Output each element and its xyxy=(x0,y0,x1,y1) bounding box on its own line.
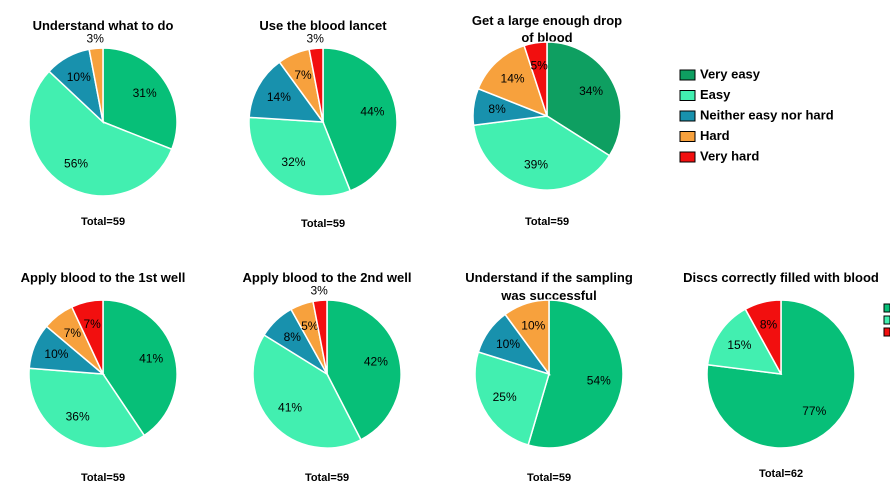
chart-title: of blood xyxy=(521,30,572,45)
slice-label: 8% xyxy=(760,317,778,331)
slice-label: 42% xyxy=(364,354,388,368)
slice-label: 15% xyxy=(727,338,751,352)
legend-swatch xyxy=(679,69,696,81)
pie-slice xyxy=(70,299,104,375)
pie-chart-3: Get a large enough drop of blood 34% 39% 8% 1… xyxy=(472,13,622,228)
slice-label: 36% xyxy=(66,410,90,424)
chart-title: was successful xyxy=(500,288,596,303)
chart-title: Apply blood to the 1st well xyxy=(21,270,186,285)
slice-label: 5% xyxy=(530,58,548,72)
slice-label: 5% xyxy=(301,319,319,333)
slice-label: 7% xyxy=(64,326,82,340)
slice-label: 7% xyxy=(83,317,101,331)
legend-label: Very easy xyxy=(700,66,761,81)
legend-label: Neither easy nor hard xyxy=(700,107,834,122)
slice-label: 31% xyxy=(133,86,157,100)
slice-label: 54% xyxy=(587,373,611,387)
pie-slice xyxy=(527,299,624,449)
pie-chart-4: Apply blood to the 1st well 41% 36% 10% 7%7%… xyxy=(21,270,186,484)
pie-slice xyxy=(322,47,398,192)
chart-total: Total=59 xyxy=(305,472,349,484)
legend-swatch xyxy=(679,110,696,122)
pie-slice xyxy=(88,47,104,123)
slice-label: 10% xyxy=(44,347,68,361)
pie-slice xyxy=(523,41,548,117)
legend-swatch xyxy=(883,327,890,337)
slice-label: 8% xyxy=(284,330,302,344)
slice-label: 25% xyxy=(493,390,517,404)
pie-slice xyxy=(28,70,173,197)
pie-chart-7: Discs correctly filled with blood 77% 15% 8… xyxy=(683,270,879,480)
chart-title: Apply blood to the 2nd well xyxy=(243,270,412,285)
slice-label: 3% xyxy=(307,32,325,46)
legend-swatch xyxy=(883,315,890,325)
chart-total: Total=62 xyxy=(759,468,803,480)
pie-slice xyxy=(102,47,178,151)
slice-label: 7% xyxy=(294,68,312,82)
slice-label: 41% xyxy=(139,352,163,366)
chart-title: Understand if the sampling xyxy=(465,270,633,285)
legend-label: Hard xyxy=(700,128,730,143)
pie-slice xyxy=(308,47,324,123)
pie-slice xyxy=(326,299,402,441)
chart-title: Get a large enough drop xyxy=(472,13,622,28)
pie-slice xyxy=(706,308,783,375)
pie-chart-2: Use the blood lancet 44% 32% 14%7% 3% Total=5… xyxy=(248,18,398,230)
slice-label: 10% xyxy=(496,337,520,351)
chart-total: Total=59 xyxy=(527,472,571,484)
legend-swatch xyxy=(679,131,696,142)
pie-slice xyxy=(312,299,328,375)
slice-label: 77% xyxy=(802,404,826,418)
legend-label: Easy xyxy=(700,87,731,102)
slice-label: 14% xyxy=(267,90,291,104)
legend-swatch xyxy=(883,303,890,313)
slice-label: 34% xyxy=(579,84,603,98)
slice-label: 41% xyxy=(278,400,302,414)
pie-slice xyxy=(248,61,325,123)
slice-label: 56% xyxy=(64,157,88,171)
pie-chart-1: Understand what to do 31% 56% 10% 3% Total=59 xyxy=(28,18,178,228)
pie-slice xyxy=(744,299,782,375)
slice-label: 8% xyxy=(488,102,506,116)
chart-total: Total=59 xyxy=(81,216,125,228)
legend-secondary xyxy=(883,303,890,337)
pie-slice xyxy=(504,299,550,377)
chart-title: Discs correctly filled with blood xyxy=(683,270,879,285)
pie-slice xyxy=(474,351,550,446)
slice-label: 14% xyxy=(501,71,525,85)
slice-label: 10% xyxy=(521,318,545,332)
legend-swatch xyxy=(679,90,696,101)
pie-chart-5: Apply blood to the 2nd well 42% 41% 8%5% 3% T… xyxy=(243,270,412,484)
chart-total: Total=59 xyxy=(81,472,125,484)
pie-slice xyxy=(252,333,362,449)
legend: Very easy Easy Neither easy nor hard Hard Ve… xyxy=(679,66,834,163)
chart-total: Total=59 xyxy=(301,218,345,230)
slice-label: 3% xyxy=(87,32,105,46)
pie-slice xyxy=(248,116,352,197)
slice-label: 3% xyxy=(310,284,328,298)
pie-slice xyxy=(472,115,611,191)
legend-label: Very hard xyxy=(700,148,759,163)
slice-label: 10% xyxy=(67,70,91,84)
chart-title: Use the blood lancet xyxy=(259,18,387,33)
legend-swatch xyxy=(679,151,696,163)
slice-label: 44% xyxy=(360,105,384,119)
slice-label: 32% xyxy=(281,155,305,169)
chart-total: Total=59 xyxy=(525,216,569,228)
chart-title: Understand what to do xyxy=(33,18,174,33)
slice-label: 39% xyxy=(524,157,548,171)
pie-slice xyxy=(102,299,178,437)
pie-chart-6: Understand if the sampling was successful… xyxy=(465,270,633,484)
pie-slice xyxy=(28,367,146,449)
